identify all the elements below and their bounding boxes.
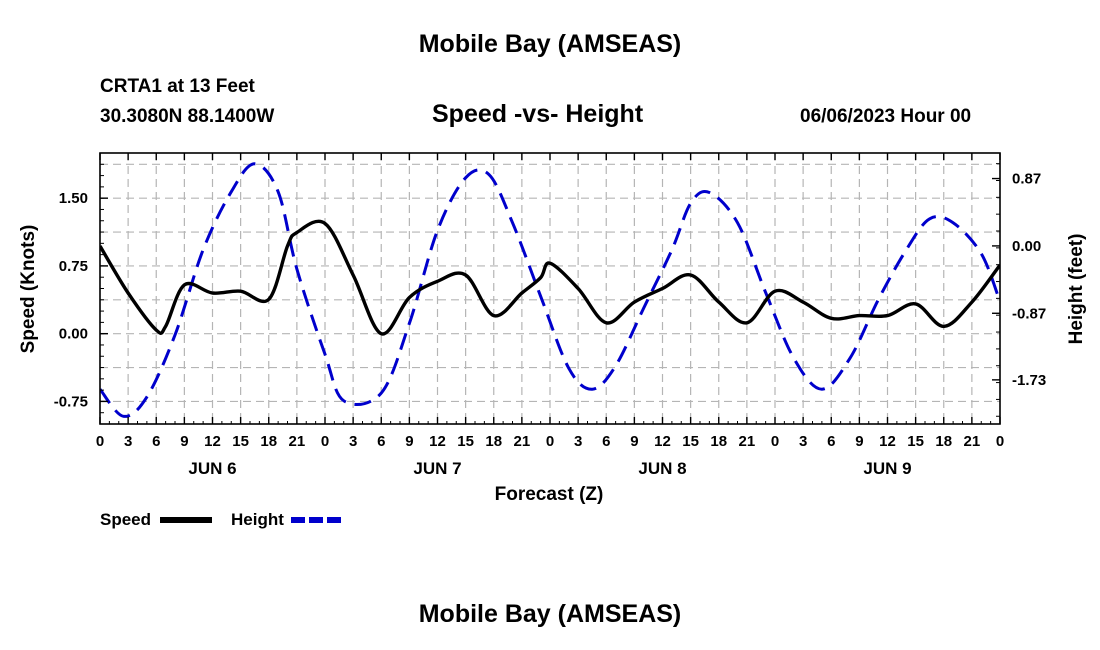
day-label: JUN 7 <box>413 459 461 478</box>
station-coordinates: 30.3080N 88.1400W <box>100 106 275 127</box>
y-tick-label: 1.50 <box>59 190 88 207</box>
x-tick-label: 6 <box>152 433 160 450</box>
x-tick-label: 3 <box>574 433 582 450</box>
x-tick-label: 6 <box>377 433 385 450</box>
speed-legend-label: Speed <box>100 510 151 529</box>
x-tick-label: 18 <box>260 433 277 450</box>
page-title: Mobile Bay (AMSEAS) <box>418 30 682 58</box>
x-tick-label: 9 <box>405 433 413 450</box>
axes: 0 3 6 9 12 15 18 21 0 3 6 9 12 15 18 21 0 3 6 9 12 15 18 21 0 3 6 9… <box>54 152 1046 478</box>
x-tick-label: 12 <box>429 433 446 450</box>
y-tick-label: 0.00 <box>59 326 88 343</box>
x-tick-label: 18 <box>485 433 502 450</box>
y2-axis-label: Height (feet) <box>1066 234 1087 345</box>
x-tick-label: 12 <box>879 433 896 450</box>
height-legend-label: Height <box>231 510 284 529</box>
x-tick-label: 0 <box>771 433 779 450</box>
grid <box>100 153 1000 424</box>
x-tick-label: 15 <box>457 433 474 450</box>
x-tick-label: 3 <box>799 433 807 450</box>
x-tick-label: 0 <box>96 433 104 450</box>
y-tick-label: 0.75 <box>59 258 88 275</box>
height-series-line <box>100 162 1000 418</box>
x-tick-label: 6 <box>827 433 835 450</box>
x-tick-label: 18 <box>710 433 727 450</box>
x-tick-label: 0 <box>996 433 1004 450</box>
footer-title: Mobile Bay (AMSEAS) <box>418 600 682 628</box>
y2-tick-label: 0.87 <box>1012 171 1041 188</box>
y2-tick-label: 0.00 <box>1012 238 1041 255</box>
x-tick-label: 18 <box>935 433 952 450</box>
x-tick-label: 9 <box>630 433 638 450</box>
speed-series-line <box>100 219 1000 336</box>
y2-tick-label: -1.73 <box>1012 372 1046 389</box>
x-tick-label: 15 <box>682 433 699 450</box>
x-tick-label: 3 <box>124 433 132 450</box>
y-axis-label: Speed (Knots) <box>18 225 39 354</box>
x-tick-label: 12 <box>204 433 221 450</box>
x-tick-label: 3 <box>349 433 357 450</box>
speed-height-chart: 0 3 6 9 12 15 18 21 0 3 6 9 12 15 18 21 0 3 6 9 12 15 18 21 0 3 6 9… <box>18 152 1087 529</box>
x-tick-label: 0 <box>546 433 554 450</box>
run-date: 06/06/2023 Hour 00 <box>800 106 972 127</box>
y-tick-label: -0.75 <box>54 393 88 410</box>
x-tick-label: 21 <box>289 433 306 450</box>
chart-subtitle: Speed -vs- Height <box>432 100 644 128</box>
y2-tick-label: -0.87 <box>1012 305 1046 322</box>
day-label: JUN 6 <box>188 459 236 478</box>
x-tick-label: 21 <box>964 433 981 450</box>
x-axis-label: Forecast (Z) <box>495 484 604 505</box>
x-tick-label: 9 <box>180 433 188 450</box>
x-tick-label: 15 <box>907 433 924 450</box>
x-tick-label: 21 <box>514 433 531 450</box>
day-label: JUN 8 <box>638 459 686 478</box>
station-label: CRTA1 at 13 Feet <box>100 76 255 97</box>
x-tick-label: 12 <box>654 433 671 450</box>
x-tick-label: 15 <box>232 433 249 450</box>
x-tick-label: 0 <box>321 433 329 450</box>
legend: Speed Height <box>100 510 343 529</box>
x-tick-label: 6 <box>602 433 610 450</box>
series-layer <box>100 162 1000 418</box>
x-tick-label: 9 <box>855 433 863 450</box>
day-label: JUN 9 <box>863 459 911 478</box>
x-tick-label: 21 <box>739 433 756 450</box>
